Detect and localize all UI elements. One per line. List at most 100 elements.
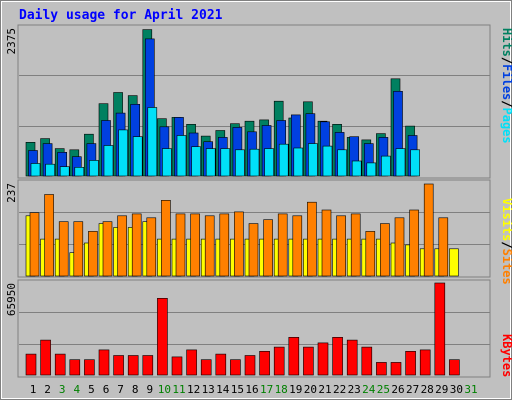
day-label: 28	[421, 383, 434, 396]
pages-bar	[132, 136, 143, 177]
visits-legend: Visits/Sites	[500, 198, 512, 285]
pages-bar	[205, 148, 216, 177]
kbytes-bar	[419, 349, 431, 376]
kbytes-bar	[142, 355, 154, 376]
pages-bar	[410, 149, 420, 177]
day-label: 5	[88, 383, 95, 396]
kbytes-bar	[434, 282, 446, 376]
pages-bar	[381, 155, 391, 177]
kbytes-legend: KBytes	[500, 334, 512, 377]
sites-bar	[219, 213, 230, 277]
legend-visits: Visits	[500, 198, 512, 241]
day-label: 13	[202, 383, 215, 396]
sites-bar	[423, 183, 434, 277]
kbytes-bar	[84, 359, 95, 376]
day-label: 23	[348, 383, 361, 396]
pages-bar	[293, 147, 304, 177]
kbytes-bar	[98, 349, 110, 376]
pages-bar	[59, 166, 70, 177]
hits-bars	[25, 29, 420, 177]
kbytes-bar	[230, 359, 241, 376]
pages-bar	[89, 160, 99, 177]
day-labels: 1 2 3 4 5 6 7 8 9 10 11 12 13 14 15 16 17 18 19 20 21 22 23 24 2…	[30, 383, 478, 396]
chart-title: Daily usage for April 2021	[19, 8, 223, 23]
pages-bar	[264, 148, 274, 177]
pages-bar	[308, 143, 318, 177]
kbytes-bar	[332, 336, 343, 376]
kbytes-bar	[215, 353, 227, 376]
day-label: 4	[73, 383, 80, 396]
kbytes-panel-frame	[17, 279, 491, 378]
sites-bar	[204, 215, 215, 277]
kbytes-bar	[69, 359, 81, 376]
day-label: 29	[435, 383, 448, 396]
day-label: 10	[158, 383, 171, 396]
day-label: 30	[450, 383, 463, 396]
sites-bar	[131, 213, 142, 277]
sites-bar	[161, 200, 171, 277]
kbytes-bar	[449, 359, 460, 376]
kbytes-bar	[157, 297, 168, 376]
kbytes-bar	[361, 346, 373, 376]
kbytes-bar	[54, 353, 66, 376]
hits-panel-frame	[17, 24, 491, 179]
pages-bar	[322, 145, 333, 177]
kbytes-bar	[346, 339, 358, 376]
legend-separator: /	[500, 241, 512, 248]
pages-bar	[103, 145, 114, 177]
pages-bar	[162, 148, 172, 177]
kbytes-bar	[127, 355, 139, 376]
day-label: 31	[464, 383, 477, 396]
sites-bar	[102, 221, 113, 277]
legend-separator: /	[500, 100, 512, 107]
sites-bar	[146, 217, 157, 277]
day-label: 17	[260, 383, 273, 396]
sites-bar	[190, 213, 200, 277]
legend-pages: Pages	[500, 108, 512, 144]
pages-bar	[176, 135, 187, 177]
sites-bar	[307, 201, 317, 277]
day-label: 20	[304, 383, 317, 396]
kbytes-bar	[303, 346, 314, 376]
visits-bars	[25, 183, 459, 277]
sites-bar	[336, 215, 346, 277]
kbytes-bar	[40, 339, 51, 376]
day-label: 25	[377, 383, 390, 396]
day-label: 21	[318, 383, 331, 396]
panel-frames	[17, 24, 491, 378]
sites-bar	[365, 231, 376, 277]
pages-bar	[395, 148, 406, 177]
sites-bar	[263, 219, 273, 277]
day-label: 16	[245, 383, 258, 396]
day-label: 2	[44, 383, 51, 396]
day-label: 9	[146, 383, 153, 396]
pages-bar	[220, 148, 231, 177]
hits-legend: Hits/Files/Pages	[500, 28, 512, 144]
day-label: 7	[117, 383, 124, 396]
day-label: 27	[406, 383, 419, 396]
kbytes-bars	[25, 282, 460, 376]
day-label: 3	[59, 383, 66, 396]
sites-bar	[175, 213, 186, 277]
day-label: 26	[391, 383, 404, 396]
visits-ymax-label: 237	[5, 183, 18, 203]
hits-ymax-label: 2375	[5, 28, 18, 55]
kbytes-bar	[113, 355, 124, 376]
pages-bar	[249, 148, 260, 177]
day-label: 1	[30, 383, 37, 396]
pages-bar	[30, 163, 41, 177]
kbytes-bar	[244, 355, 256, 376]
kbytes-bar	[390, 362, 402, 376]
pages-bar	[191, 146, 201, 177]
day-label: 6	[103, 383, 110, 396]
kbytes-bar	[273, 346, 285, 376]
sites-bar	[248, 223, 259, 277]
day-label: 12	[187, 383, 200, 396]
kbytes-bar	[317, 342, 329, 376]
kbytes-bar	[200, 359, 212, 376]
sites-bar	[380, 223, 390, 277]
sites-bar	[117, 215, 127, 277]
day-label: 8	[132, 383, 139, 396]
legend-hits: Hits	[500, 28, 512, 57]
